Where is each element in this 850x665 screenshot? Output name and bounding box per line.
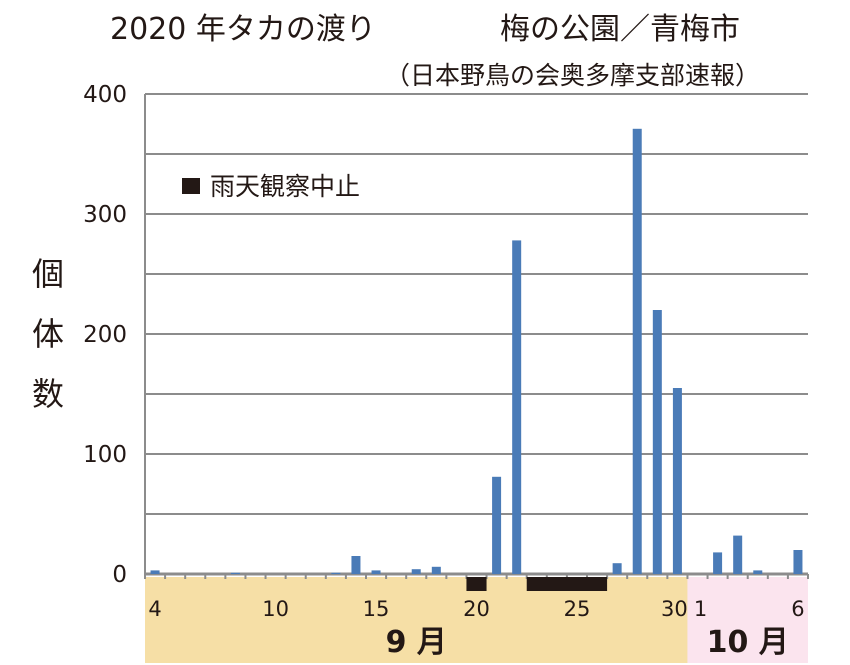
x-tick-label: 15 bbox=[363, 597, 390, 621]
month-bands bbox=[145, 577, 808, 663]
bar bbox=[230, 572, 240, 574]
bar bbox=[652, 310, 662, 574]
x-tick-label: 25 bbox=[564, 597, 591, 621]
bar bbox=[431, 566, 441, 574]
month-label-october: 10 月 bbox=[707, 625, 789, 660]
grid-lines bbox=[144, 93, 809, 579]
y-tick-label: 100 bbox=[83, 442, 127, 468]
bar bbox=[612, 563, 622, 574]
bar bbox=[632, 128, 642, 575]
x-tick-label: 20 bbox=[463, 597, 490, 621]
rain-cancelled-marker bbox=[526, 577, 608, 591]
legend-swatch bbox=[182, 178, 200, 194]
month-label-september: 9 月 bbox=[386, 625, 447, 660]
legend: 雨天観察中止 bbox=[182, 172, 360, 201]
x-tick-label: 30 bbox=[661, 597, 688, 621]
x-tick-label: 6 bbox=[791, 597, 804, 621]
rain-cancelled-markers bbox=[466, 577, 608, 591]
bar bbox=[411, 569, 421, 574]
y-tick-label: 300 bbox=[83, 202, 127, 228]
month-labels: 9 月 10 月 bbox=[386, 625, 789, 660]
y-tick-labels: 0 100 200 300 400 bbox=[83, 82, 127, 588]
bar bbox=[351, 556, 361, 574]
october-band bbox=[687, 577, 808, 663]
chart-location-title: 梅の公園／青梅市 bbox=[500, 12, 740, 47]
september-band bbox=[145, 577, 688, 663]
bar bbox=[512, 240, 522, 574]
chart-title: 2020 年タカの渡り bbox=[110, 12, 376, 47]
bar bbox=[672, 388, 682, 574]
bar bbox=[331, 572, 341, 574]
bar bbox=[733, 535, 743, 574]
bar bbox=[371, 570, 381, 574]
x-tick-label: 1 bbox=[694, 597, 707, 621]
bar bbox=[713, 552, 723, 574]
y-axis-label: 個体数 bbox=[31, 255, 64, 413]
bar bbox=[793, 550, 803, 574]
bar bbox=[753, 570, 763, 574]
y-tick-label: 200 bbox=[83, 322, 127, 348]
legend-label: 雨天観察中止 bbox=[210, 172, 360, 201]
y-tick-label: 400 bbox=[83, 82, 127, 108]
x-tick-label: 10 bbox=[262, 597, 289, 621]
bars bbox=[150, 128, 803, 575]
x-tick-labels: 4 10 15 20 25 30 1 6 bbox=[148, 597, 804, 621]
rain-cancelled-marker bbox=[466, 577, 487, 591]
chart-subtitle: （日本野鳥の会奥多摩支部速報） bbox=[385, 61, 761, 90]
y-tick-label: 0 bbox=[112, 562, 127, 588]
bar bbox=[150, 570, 160, 574]
bar bbox=[492, 476, 502, 574]
x-tick-label: 4 bbox=[148, 597, 161, 621]
